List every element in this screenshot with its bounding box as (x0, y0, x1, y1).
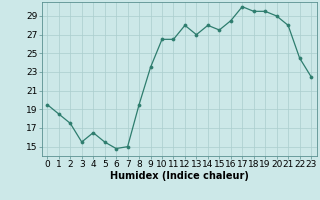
X-axis label: Humidex (Indice chaleur): Humidex (Indice chaleur) (110, 171, 249, 181)
